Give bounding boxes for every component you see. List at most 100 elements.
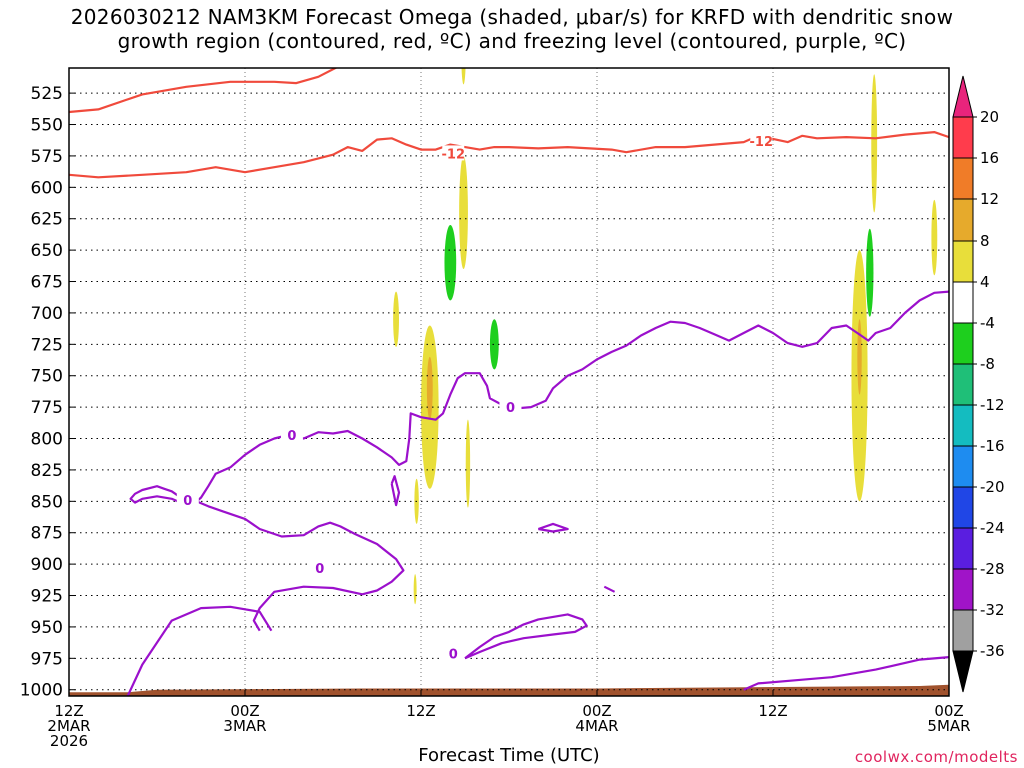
y-tick-label: 625 xyxy=(31,210,63,230)
omega-patch xyxy=(465,419,471,508)
y-tick-label: 975 xyxy=(31,649,63,669)
omega-patch xyxy=(438,250,474,401)
freezing-level-contour xyxy=(537,522,569,533)
freezing-level-contour xyxy=(743,656,949,691)
y-tick-label: 875 xyxy=(31,524,63,544)
y-tick-label: 775 xyxy=(31,398,63,418)
freezing-level-contour xyxy=(464,613,588,660)
colorbar-label: -20 xyxy=(980,478,1005,496)
freezing-level-contour xyxy=(603,585,616,593)
freezing-level-contour xyxy=(126,605,273,696)
colorbar-band xyxy=(952,157,974,200)
snow-growth-contour xyxy=(69,68,338,114)
omega-patch xyxy=(459,155,468,269)
omega-patch xyxy=(840,501,864,678)
x-tick-label: 2026 xyxy=(50,732,88,750)
plot-frame xyxy=(68,67,950,697)
y-tick-label: 950 xyxy=(31,618,63,638)
y-tick-label: 900 xyxy=(31,555,63,575)
omega-patch xyxy=(866,228,874,317)
y-tick-label: 750 xyxy=(31,367,63,387)
omega-patch xyxy=(945,68,949,169)
colorbar-label: -16 xyxy=(980,437,1005,455)
colorbar-label: -36 xyxy=(980,642,1005,660)
contour-label-bg xyxy=(308,559,331,575)
omega-patch xyxy=(844,124,857,225)
x-tick-label: 00Z xyxy=(230,702,259,720)
colorbar-band xyxy=(952,198,974,242)
x-tick-label: 5MAR xyxy=(927,717,970,735)
contour-label-bg xyxy=(442,145,465,161)
terrain-layer xyxy=(69,684,949,696)
omega-patch xyxy=(413,574,417,605)
freezing-level-label: 0 xyxy=(183,494,192,509)
omega-patch xyxy=(857,319,862,395)
terrain-fill xyxy=(69,684,949,696)
omega-patch xyxy=(393,291,400,347)
x-tick-label: 3MAR xyxy=(223,717,266,735)
contour-label-bg xyxy=(176,492,199,508)
colorbar-label: -4 xyxy=(980,314,995,332)
x-tick-label: 12Z xyxy=(54,702,83,720)
omega-patch xyxy=(426,356,433,420)
y-axis-ticks: 525 550 575 600 625 650 675 700 725 750 775 800 825 8… xyxy=(20,84,75,701)
colorbar-band xyxy=(952,527,974,570)
colorbar: 20 16 12 8 4 -4 -8 -12 -16 -20 -24 -28 -32 -36 xyxy=(952,75,1005,693)
colorbar-band xyxy=(952,609,974,652)
colorbar-band xyxy=(952,568,974,611)
omega-patch xyxy=(383,214,391,286)
colorbar-label: -28 xyxy=(980,560,1005,578)
colorbar-label: 8 xyxy=(980,232,990,250)
y-tick-label: 600 xyxy=(31,178,63,198)
colorbar-band xyxy=(952,281,974,324)
omega-patch xyxy=(441,517,457,631)
y-tick-label: 575 xyxy=(31,147,63,167)
x-axis-title: Forecast Time (UTC) xyxy=(418,745,600,766)
freezing-level-contour xyxy=(129,290,949,632)
contour-label-bg xyxy=(442,645,465,661)
y-tick-label: 700 xyxy=(31,304,63,324)
y-tick-label: 550 xyxy=(31,116,63,136)
chart-title-line-1: 2026030212 NAM3KM Forecast Omega (shaded… xyxy=(70,5,954,29)
colorbar-label: -12 xyxy=(980,396,1005,414)
omega-patch xyxy=(871,74,878,213)
colorbar-band xyxy=(952,404,974,447)
x-tick-label: 12Z xyxy=(758,702,787,720)
contour-lines xyxy=(69,68,949,696)
y-tick-label: 800 xyxy=(31,430,63,450)
colorbar-band xyxy=(952,116,974,159)
snow-growth-contour xyxy=(69,131,949,179)
omega-patch xyxy=(444,225,457,301)
chart-title-line-2: growth region (contoured, red, ºC) and f… xyxy=(117,29,907,53)
colorbar-band xyxy=(952,486,974,529)
y-tick-label: 675 xyxy=(31,273,63,293)
colorbar-band xyxy=(952,363,974,406)
colorbar-band xyxy=(952,445,974,488)
colorbar-label: 16 xyxy=(980,149,999,167)
omega-patch xyxy=(938,488,949,665)
colorbar-label: 20 xyxy=(980,108,999,126)
x-tick-label: 2MAR xyxy=(47,717,90,735)
freezing-level-label: 0 xyxy=(506,401,515,416)
x-tick-label: 00Z xyxy=(934,702,963,720)
y-tick-label: 725 xyxy=(31,335,63,355)
omega-shading xyxy=(383,68,949,678)
omega-patch xyxy=(931,199,938,276)
freezing-level-contour xyxy=(390,475,401,507)
snow-growth-label: -12 xyxy=(750,135,774,150)
colorbar-label: -32 xyxy=(980,601,1005,619)
y-tick-label: 525 xyxy=(31,84,63,104)
chart-title: 2026030212 NAM3KM Forecast Omega (shaded… xyxy=(0,5,1024,53)
y-tick-label: 1000 xyxy=(20,681,63,701)
grid-lines xyxy=(68,68,950,696)
y-tick-label: 825 xyxy=(31,461,63,481)
freezing-level-label: 0 xyxy=(449,647,458,662)
x-tick-label: 4MAR xyxy=(575,717,618,735)
colorbar-label: 12 xyxy=(980,190,999,208)
colorbar-top-arrow xyxy=(952,75,974,118)
omega-patch xyxy=(489,319,499,370)
omega-patch xyxy=(390,80,414,219)
x-tick-label: 00Z xyxy=(582,702,611,720)
